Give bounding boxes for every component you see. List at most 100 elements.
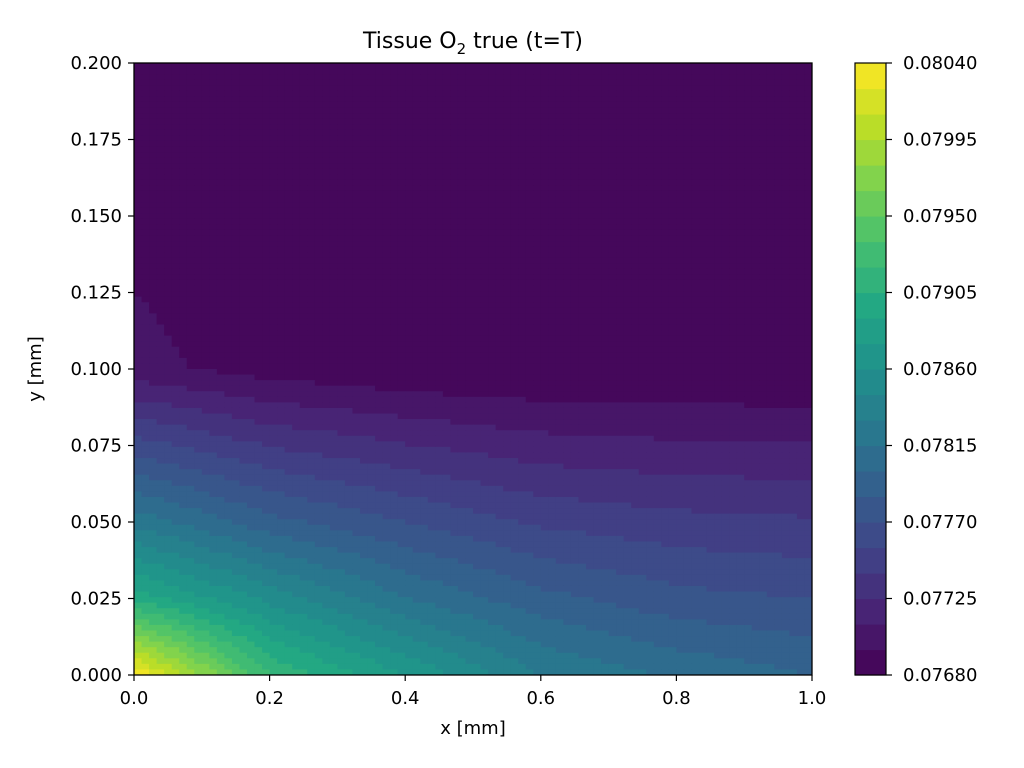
contour-cell: [322, 318, 331, 326]
contour-cell: [216, 302, 225, 309]
contour-cell: [360, 152, 369, 159]
contour-cell: [488, 341, 497, 348]
contour-cell: [412, 285, 421, 292]
contour-cell: [555, 135, 564, 142]
contour-cell: [329, 63, 338, 70]
contour-cell: [435, 157, 444, 164]
contour-cell: [284, 163, 293, 170]
contour-cell: [390, 213, 399, 220]
contour-cell: [465, 79, 474, 86]
contour-cell: [736, 229, 745, 237]
contour-cell: [405, 313, 414, 320]
contour-cell: [714, 101, 723, 109]
contour-cell: [397, 107, 406, 114]
contour-cell: [420, 168, 429, 175]
contour-cell: [194, 285, 203, 292]
contour-cell: [676, 241, 685, 248]
contour-cell: [473, 85, 482, 92]
contour-cell: [134, 235, 143, 242]
contour-cell: [360, 118, 369, 125]
contour-cell: [224, 296, 233, 303]
contour-cell: [668, 101, 677, 109]
contour-cell: [277, 246, 286, 253]
contour-cell: [691, 118, 700, 125]
contour-cell: [292, 318, 301, 326]
contour-cell: [390, 163, 399, 170]
contour-cell: [578, 196, 587, 203]
contour-cell: [337, 157, 346, 164]
contour-cell: [586, 318, 595, 326]
contour-cell: [292, 96, 301, 103]
contour-cell: [344, 285, 354, 292]
contour-cell: [465, 63, 474, 70]
contour-cell: [262, 369, 271, 376]
contour-cell: [488, 235, 497, 242]
contour-cell: [247, 268, 256, 276]
contour-cell: [691, 324, 700, 331]
contour-cell: [729, 324, 738, 331]
contour-cell: [141, 168, 150, 175]
contour-cell: [744, 124, 753, 131]
contour-cell: [239, 218, 248, 225]
contour-cell: [239, 63, 248, 70]
contour-cell: [149, 357, 158, 365]
contour-cell: [420, 146, 429, 153]
contour-cell: [149, 168, 158, 175]
contour-cell: [216, 352, 225, 359]
contour-cell: [804, 224, 812, 231]
contour-cell: [796, 246, 806, 253]
contour-cell: [804, 307, 812, 314]
contour-cell: [525, 157, 534, 164]
contour-cell: [450, 190, 459, 198]
contour-cell: [134, 307, 143, 314]
contour-cell: [457, 90, 467, 97]
contour-cell: [736, 263, 745, 270]
contour-cell: [668, 157, 677, 164]
contour-cell: [518, 324, 527, 331]
contour-cell: [344, 318, 354, 326]
contour-cell: [186, 296, 195, 303]
contour-cell: [457, 252, 467, 259]
contour-cell: [164, 185, 173, 192]
contour-cell: [141, 369, 150, 376]
contour-cell: [804, 129, 812, 136]
contour-cell: [525, 190, 534, 198]
contour-cell: [299, 85, 308, 92]
contour-cell: [518, 74, 527, 81]
contour-cell: [367, 79, 376, 86]
contour-cell: [789, 190, 798, 198]
contour-cell: [796, 296, 806, 303]
contour-cell: [555, 235, 564, 242]
contour-cell: [736, 185, 745, 192]
contour-cell: [149, 85, 158, 92]
contour-cell: [412, 257, 421, 264]
contour-cell: [307, 369, 316, 376]
contour-cell: [721, 63, 730, 70]
contour-cell: [457, 113, 467, 120]
contour-cell: [751, 341, 760, 348]
contour-cell: [631, 268, 640, 276]
contour-cell: [186, 224, 195, 231]
contour-cell: [781, 152, 790, 159]
contour-cell: [201, 63, 210, 70]
contour-cell: [171, 185, 180, 192]
contour-cell: [781, 207, 790, 214]
contour-cell: [201, 352, 210, 359]
contour-cell: [759, 352, 768, 359]
contour-cell: [555, 140, 564, 148]
contour-cell: [156, 85, 165, 92]
contour-cell: [766, 335, 775, 342]
contour-cell: [224, 307, 233, 314]
contour-cell: [390, 190, 399, 198]
contour-cell: [540, 179, 549, 186]
contour-cell: [503, 107, 512, 114]
contour-cell: [721, 113, 730, 120]
contour-cell: [729, 263, 738, 270]
contour-cell: [171, 101, 180, 109]
contour-cell: [156, 196, 165, 203]
contour-cell: [774, 152, 783, 159]
contour-cell: [548, 363, 557, 370]
contour-cell: [781, 124, 790, 131]
contour-cell: [540, 246, 549, 253]
contour-cell: [465, 190, 474, 198]
